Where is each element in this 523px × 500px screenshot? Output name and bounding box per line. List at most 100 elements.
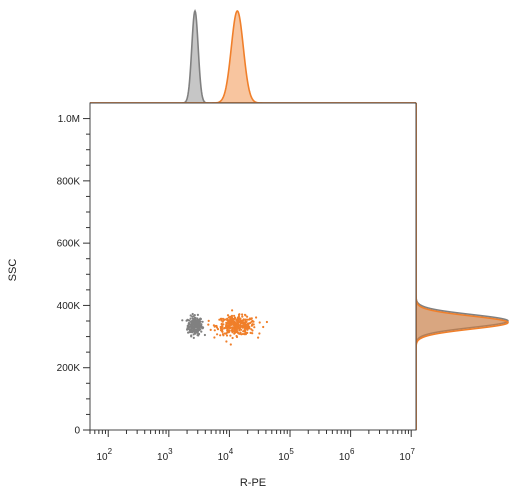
y-tick-label: 600K bbox=[57, 239, 81, 250]
scatter-point bbox=[229, 343, 232, 346]
scatter-point bbox=[230, 317, 233, 320]
scatter-point bbox=[185, 319, 188, 322]
scatter-point bbox=[223, 332, 227, 335]
scatter-point bbox=[197, 321, 200, 324]
scatter-point bbox=[220, 322, 223, 325]
scatter-point bbox=[258, 321, 261, 324]
scatter-point bbox=[233, 332, 236, 335]
y-tick-label: 400K bbox=[57, 301, 81, 312]
x-axis: 102 103 104 105 106 107 bbox=[89, 430, 416, 463]
scatter-point bbox=[196, 319, 199, 322]
scatter-point bbox=[224, 326, 227, 329]
scatter-point bbox=[226, 314, 230, 317]
scatter-point bbox=[237, 326, 241, 329]
scatter-point bbox=[191, 321, 194, 324]
x-tick-label: 102 bbox=[96, 447, 112, 463]
scatter-point bbox=[212, 324, 215, 327]
scatter-point bbox=[243, 333, 246, 336]
scatter-point bbox=[219, 329, 223, 332]
x-axis-title: R-PE bbox=[240, 477, 266, 489]
scatter-point bbox=[239, 317, 242, 320]
scatter-point bbox=[209, 328, 212, 331]
scatter-point bbox=[222, 334, 225, 337]
scatter-point bbox=[194, 318, 197, 321]
scatter-point bbox=[193, 327, 196, 330]
plot-area bbox=[89, 102, 417, 431]
scatter-point bbox=[252, 323, 255, 326]
scatter-point bbox=[258, 332, 261, 335]
scatter-point bbox=[190, 335, 193, 338]
scatter-point bbox=[216, 328, 220, 331]
scatter-points bbox=[181, 309, 268, 346]
scatter-point bbox=[192, 329, 195, 332]
scatter-point bbox=[202, 326, 205, 329]
scatter-point bbox=[190, 323, 193, 326]
x-tick-label: 104 bbox=[218, 447, 234, 463]
scatter-point bbox=[234, 329, 237, 332]
scatter-point bbox=[194, 325, 197, 328]
scatter-point bbox=[187, 325, 190, 328]
scatter-point bbox=[238, 324, 241, 327]
scatter-point bbox=[213, 336, 216, 339]
scatter-point bbox=[238, 313, 241, 316]
scatter-point bbox=[196, 331, 199, 334]
scatter-point bbox=[227, 321, 230, 324]
scatter-point bbox=[251, 329, 254, 332]
scatter-point bbox=[191, 317, 194, 320]
scatter-point bbox=[242, 318, 245, 321]
y-axis: 0 200K 400K 600K 800K 1.0M bbox=[57, 114, 90, 437]
x-histogram bbox=[90, 9, 416, 104]
scatter-point bbox=[265, 320, 268, 324]
y-tick-label: 1.0M bbox=[58, 114, 80, 125]
scatter-point bbox=[199, 317, 202, 320]
scatter-point bbox=[246, 315, 249, 318]
scatter-point bbox=[188, 328, 191, 331]
scatter-point bbox=[227, 316, 230, 319]
scatter-point bbox=[219, 327, 223, 330]
scatter-point bbox=[242, 324, 245, 327]
scatter-point bbox=[200, 330, 203, 333]
scatter-point bbox=[243, 321, 247, 324]
scatter-point bbox=[195, 328, 198, 332]
scatter-point bbox=[242, 330, 245, 333]
scatter-point bbox=[229, 334, 232, 337]
scatter-point bbox=[241, 315, 244, 318]
y-tick-label: 0 bbox=[74, 426, 80, 437]
scatter-point bbox=[200, 323, 203, 326]
scatter-point bbox=[231, 321, 234, 324]
scatter-point bbox=[240, 328, 243, 331]
scatter-point bbox=[246, 331, 249, 334]
scatter-point bbox=[229, 320, 232, 323]
scatter-point bbox=[230, 314, 234, 317]
scatter-point bbox=[232, 326, 235, 330]
scatter-point bbox=[186, 327, 189, 331]
scatter-point bbox=[243, 326, 246, 329]
scatter-point bbox=[231, 309, 234, 312]
scatter-point bbox=[189, 317, 192, 320]
scatter-point bbox=[262, 325, 265, 329]
x-histogram-curve bbox=[90, 9, 416, 104]
y-tick-label: 800K bbox=[57, 176, 81, 187]
scatter-point bbox=[191, 312, 194, 316]
scatter-point bbox=[203, 333, 206, 337]
scatter-point bbox=[246, 327, 249, 330]
scatter-point bbox=[231, 336, 234, 340]
scatter-point bbox=[207, 319, 210, 322]
scatter-point bbox=[193, 320, 196, 324]
y-histogram-curve bbox=[415, 103, 509, 430]
scatter-point bbox=[244, 329, 247, 332]
scatter-point bbox=[235, 327, 238, 330]
scatter-point bbox=[244, 323, 247, 326]
scatter-point bbox=[219, 334, 222, 337]
scatter-point bbox=[236, 322, 239, 326]
y-histogram bbox=[415, 103, 509, 430]
y-histogram-curve bbox=[415, 103, 509, 430]
scatter-point bbox=[207, 323, 210, 326]
scatter-point bbox=[253, 326, 256, 329]
scatter-point bbox=[221, 330, 224, 333]
scatter-point bbox=[192, 336, 195, 339]
scatter-point bbox=[222, 323, 225, 326]
scatter-point bbox=[201, 320, 204, 323]
scatter-point bbox=[249, 331, 252, 334]
